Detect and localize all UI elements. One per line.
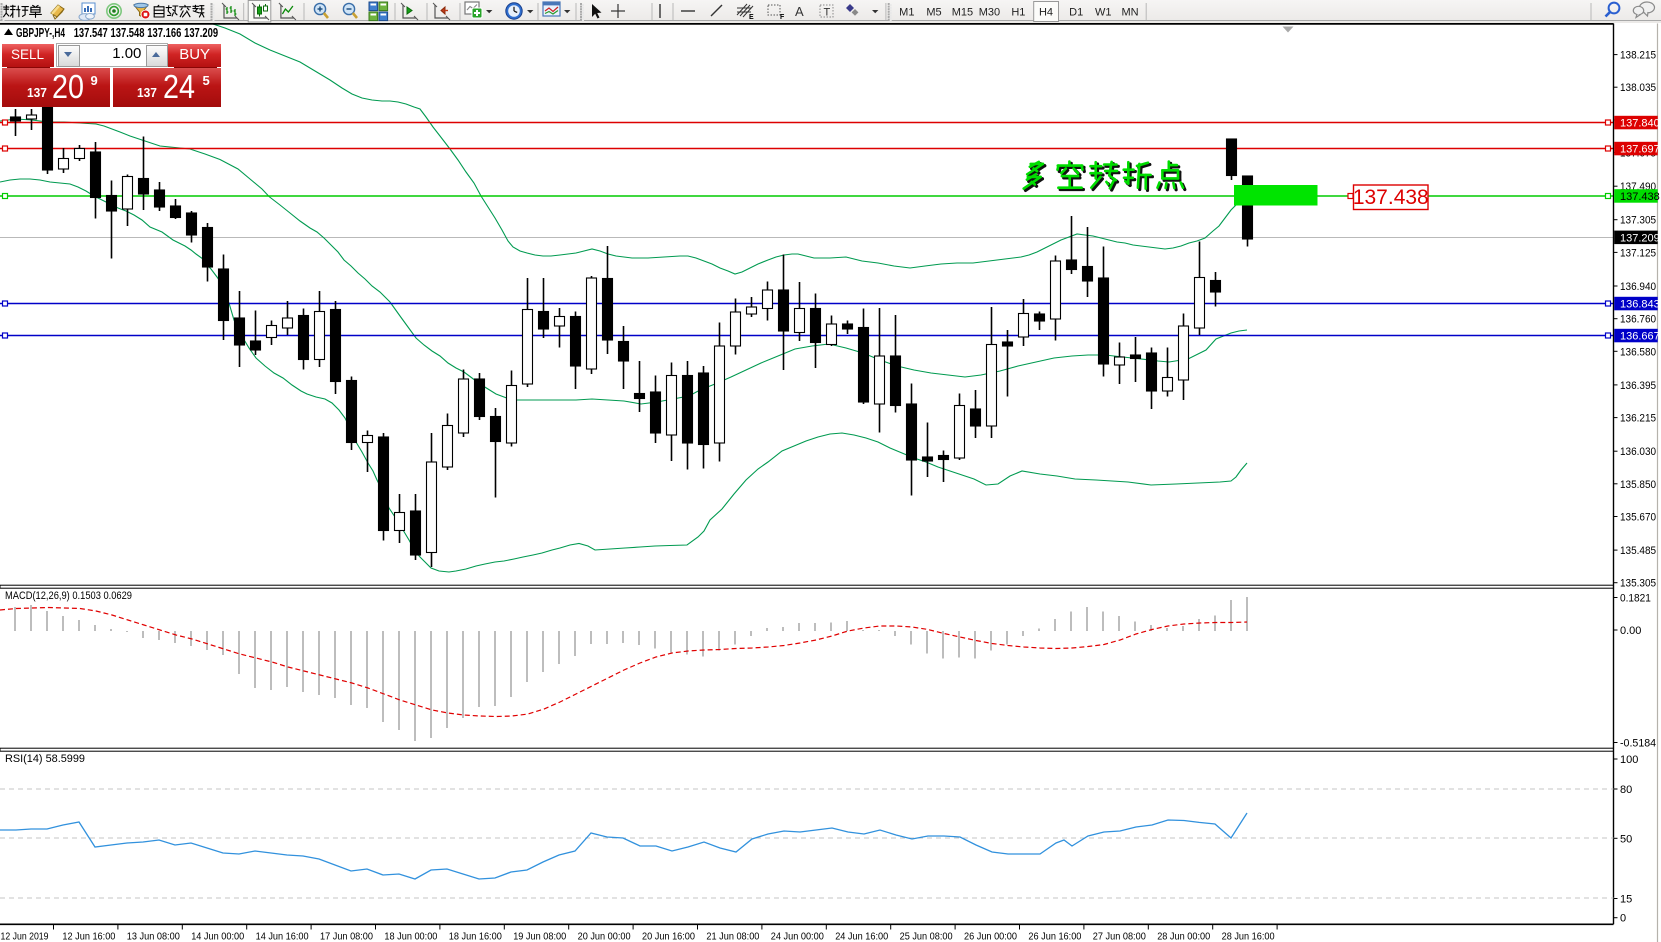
svg-text:137.547: 137.547: [74, 26, 108, 40]
svg-text:137.697: 137.697: [1620, 144, 1660, 156]
svg-text:M15: M15: [952, 7, 973, 19]
svg-text:28 Jun 16:00: 28 Jun 16:00: [1222, 931, 1275, 942]
svg-text:138.035: 138.035: [1620, 82, 1656, 94]
svg-text:136.580: 136.580: [1620, 346, 1656, 358]
svg-text:GBPJPY-,H4: GBPJPY-,H4: [16, 26, 65, 40]
svg-text:80: 80: [1620, 784, 1632, 796]
svg-text:17 Jun 08:00: 17 Jun 08:00: [320, 931, 373, 942]
svg-text:25 Jun 08:00: 25 Jun 08:00: [900, 931, 953, 942]
svg-text:12 Jun 16:00: 12 Jun 16:00: [62, 931, 115, 942]
svg-text:137.209: 137.209: [1620, 232, 1660, 244]
svg-text:28 Jun 00:00: 28 Jun 00:00: [1157, 931, 1210, 942]
svg-text:0.1821: 0.1821: [1620, 593, 1651, 605]
svg-text:100: 100: [1620, 754, 1638, 766]
svg-text:12 Jun 2019: 12 Jun 2019: [1, 931, 49, 942]
svg-text:M1: M1: [899, 7, 914, 19]
svg-text:M30: M30: [979, 7, 1000, 19]
svg-text:137.840: 137.840: [1620, 118, 1660, 130]
svg-text:0.00: 0.00: [1620, 625, 1641, 637]
svg-text:26 Jun 00:00: 26 Jun 00:00: [964, 931, 1017, 942]
svg-text:136.030: 136.030: [1620, 446, 1656, 458]
svg-text:H1: H1: [1011, 7, 1025, 19]
svg-text:19 Jun 08:00: 19 Jun 08:00: [513, 931, 566, 942]
svg-text:20 Jun 16:00: 20 Jun 16:00: [642, 931, 695, 942]
svg-text:13 Jun 08:00: 13 Jun 08:00: [127, 931, 180, 942]
svg-text:18 Jun 16:00: 18 Jun 16:00: [449, 931, 502, 942]
svg-text:50: 50: [1620, 833, 1632, 845]
svg-text:18 Jun 00:00: 18 Jun 00:00: [384, 931, 437, 942]
svg-text:24 Jun 00:00: 24 Jun 00:00: [771, 931, 824, 942]
svg-text:14 Jun 16:00: 14 Jun 16:00: [256, 931, 309, 942]
svg-text:135.305: 135.305: [1620, 578, 1656, 590]
svg-text:T: T: [824, 7, 831, 19]
svg-text:M5: M5: [926, 7, 941, 19]
svg-text:MN: MN: [1121, 7, 1138, 19]
svg-text:F: F: [780, 14, 785, 21]
svg-text:A: A: [795, 4, 804, 19]
svg-text:-0.5184: -0.5184: [1620, 738, 1656, 750]
svg-text:136.667: 136.667: [1620, 331, 1660, 343]
svg-text:136.215: 136.215: [1620, 413, 1656, 425]
svg-text:136.940: 136.940: [1620, 281, 1656, 293]
svg-text:W1: W1: [1095, 7, 1112, 19]
svg-text:27 Jun 08:00: 27 Jun 08:00: [1093, 931, 1146, 942]
svg-text:135.850: 135.850: [1620, 479, 1656, 491]
svg-text:0: 0: [1620, 913, 1626, 925]
svg-text:D1: D1: [1069, 7, 1083, 19]
svg-text:137.305: 137.305: [1620, 215, 1656, 227]
svg-text:137.548: 137.548: [111, 26, 145, 40]
svg-text:24 Jun 16:00: 24 Jun 16:00: [835, 931, 888, 942]
svg-text:RSI(14) 58.5999: RSI(14) 58.5999: [5, 753, 85, 765]
svg-text:135.485: 135.485: [1620, 545, 1656, 557]
svg-text:137.166: 137.166: [147, 26, 181, 40]
svg-text:135.670: 135.670: [1620, 512, 1656, 524]
svg-text:138.215: 138.215: [1620, 50, 1656, 62]
svg-text:MACD(12,26,9) 0.1503 0.0629: MACD(12,26,9) 0.1503 0.0629: [5, 590, 132, 602]
svg-text:137.438: 137.438: [1620, 191, 1660, 203]
svg-text:26 Jun 16:00: 26 Jun 16:00: [1028, 931, 1081, 942]
svg-text:20 Jun 00:00: 20 Jun 00:00: [578, 931, 631, 942]
svg-text:H4: H4: [1039, 7, 1053, 19]
svg-text:136.395: 136.395: [1620, 380, 1656, 392]
svg-text:14 Jun 00:00: 14 Jun 00:00: [191, 931, 244, 942]
svg-text:21 Jun 08:00: 21 Jun 08:00: [706, 931, 759, 942]
svg-text:E: E: [749, 14, 754, 21]
svg-text:137.209: 137.209: [184, 26, 218, 40]
svg-text:15: 15: [1620, 894, 1632, 906]
svg-text:136.760: 136.760: [1620, 314, 1656, 326]
svg-text:136.843: 136.843: [1620, 299, 1660, 311]
svg-text:137.438: 137.438: [1353, 186, 1429, 209]
svg-text:137.125: 137.125: [1620, 247, 1656, 259]
